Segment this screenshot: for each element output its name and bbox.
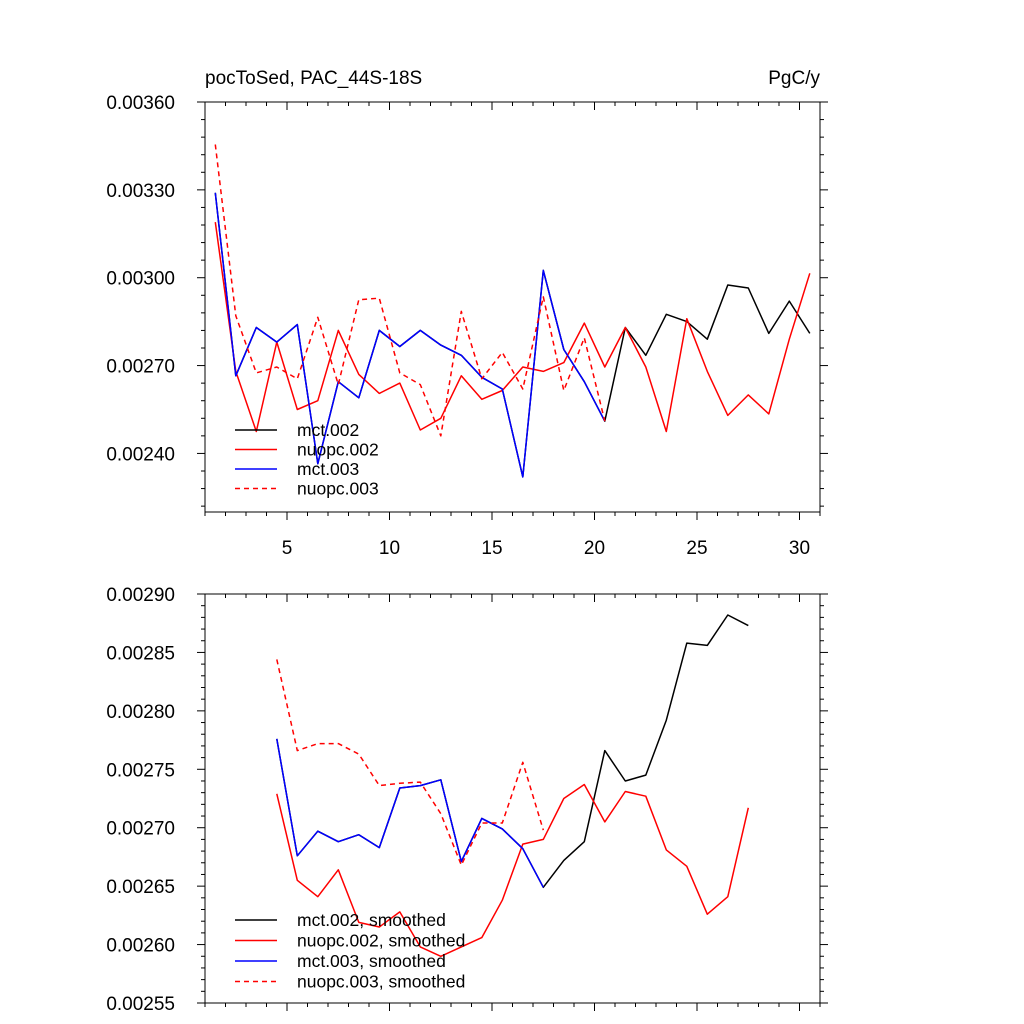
y-tick-label: 0.00285 (106, 643, 175, 664)
legend-label: mct.002, smoothed (297, 910, 446, 930)
y-tick-label: 0.00255 (106, 994, 175, 1015)
legend-label: nuopc.002 (297, 440, 379, 460)
series-line-0 (276, 614, 749, 889)
y-tick-label: 0.00260 (106, 936, 175, 957)
series-line-2 (214, 192, 606, 478)
y-tick-label: 0.00360 (106, 93, 175, 114)
legend-label: nuopc.003, smoothed (297, 972, 465, 992)
legend-label: nuopc.002, smoothed (297, 931, 465, 951)
y-tick-label: 0.00240 (106, 444, 175, 465)
top-panel-title-right: PgC/y (768, 68, 820, 89)
y-tick-label: 0.00280 (106, 702, 175, 723)
y-tick-label: 0.00275 (106, 760, 175, 781)
series-line-3 (276, 659, 545, 866)
bottom-panel-plot: 0.00255 0.00260 0.00265 0.00270 0.00275 0.002… (106, 585, 828, 1015)
x-tick-label: 30 (789, 538, 810, 559)
series-line-2 (276, 738, 544, 888)
series-line-3 (214, 144, 606, 437)
y-tick-label: 0.00265 (106, 877, 175, 898)
top-panel: pocToSed, PAC_44S-18S PgC/y 5 10 15 20 25 30 0… (106, 68, 828, 559)
legend-label: mct.002 (297, 420, 359, 440)
x-tick-label: 15 (481, 538, 502, 559)
top-panel-plot: 5 10 15 20 25 30 0.00240 0.00270 0.00300 0.00330 0… (106, 93, 828, 559)
x-tick-label: 10 (379, 538, 400, 559)
series-line-1 (276, 783, 750, 958)
x-tick-label: 25 (686, 538, 707, 559)
y-tick-label: 0.00270 (106, 819, 175, 840)
x-tick-label: 20 (584, 538, 605, 559)
legend-label: mct.003, smoothed (297, 951, 446, 971)
top-panel-title-left: pocToSed, PAC_44S-18S (205, 68, 422, 89)
bottom-panel: 0.00255 0.00260 0.00265 0.00270 0.00275 0.002… (106, 585, 828, 1015)
legend-label: mct.003 (297, 459, 359, 479)
legend-label: nuopc.003 (297, 479, 379, 499)
y-tick-label: 0.00270 (106, 357, 175, 378)
series-line-1 (214, 221, 811, 433)
y-tick-label: 0.00290 (106, 585, 175, 606)
y-tick-label: 0.00330 (106, 181, 175, 202)
x-tick-label: 5 (282, 538, 293, 559)
y-tick-label: 0.00300 (106, 269, 175, 290)
